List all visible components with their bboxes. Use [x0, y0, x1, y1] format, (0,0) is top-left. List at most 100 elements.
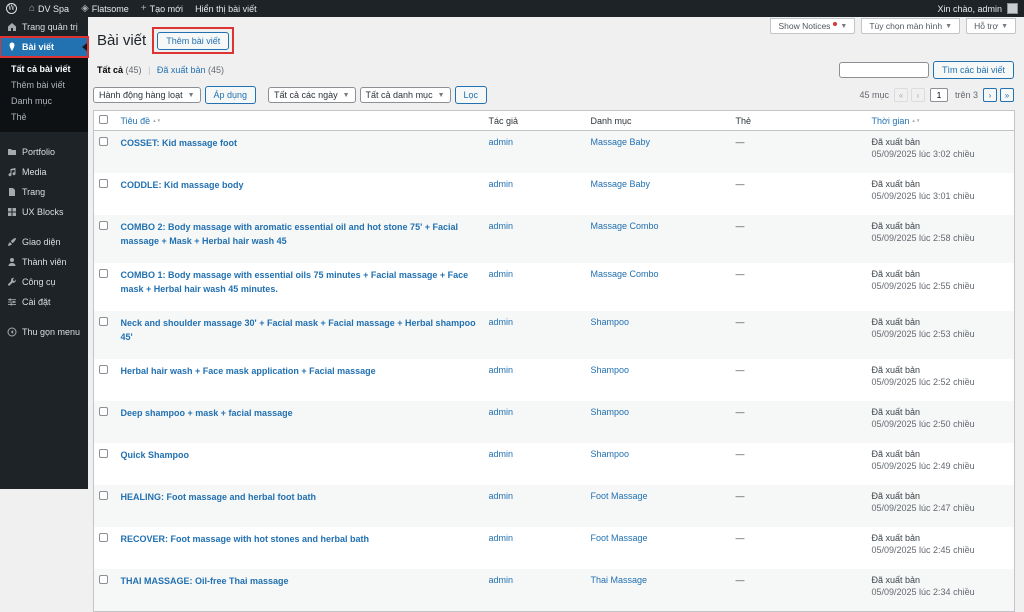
chevron-down-icon: ▼	[840, 22, 848, 30]
post-title-link[interactable]: RECOVER: Foot massage with hot stones an…	[120, 533, 370, 544]
sidebar-item-settings[interactable]: Cài đặt	[0, 292, 88, 312]
sidebar-item-pages[interactable]: Trang	[0, 182, 88, 202]
view-all-link[interactable]: Tất cả	[97, 65, 124, 75]
category-link[interactable]: Foot Massage	[590, 490, 648, 501]
sidebar-item-all-posts[interactable]: Tất cả bài viết	[11, 64, 71, 74]
row-checkbox[interactable]	[99, 406, 108, 416]
all-dates-select[interactable]: Tất cả các ngày ▼	[268, 87, 356, 103]
date-text: 05/09/2025 lúc 2:55 chiều	[871, 280, 975, 291]
column-header-title[interactable]: Tiêu đề ▲▼	[115, 110, 484, 131]
author-link[interactable]: admin	[488, 532, 514, 543]
author-link[interactable]: admin	[488, 490, 514, 501]
author-link[interactable]: admin	[488, 406, 514, 417]
sidebar-item-categories[interactable]: Danh mục	[11, 96, 53, 106]
status-text: Đã xuất bản	[871, 490, 921, 501]
sort-icon: ▲▼	[911, 118, 921, 124]
first-page-button[interactable]: «	[893, 88, 908, 102]
bulk-actions-select[interactable]: Hành động hàng loạt ▼	[93, 87, 201, 103]
site-name-link[interactable]: ⌂ DV Spa	[29, 2, 70, 14]
view-posts-link[interactable]: Hiển thị bài viết	[195, 3, 257, 14]
row-checkbox[interactable]	[99, 316, 108, 326]
category-link[interactable]: Shampoo	[590, 406, 630, 417]
row-checkbox[interactable]	[99, 268, 108, 278]
date-text: 05/09/2025 lúc 2:58 chiều	[871, 233, 975, 243]
sidebar-item-media[interactable]: Media	[0, 162, 88, 182]
prev-page-button[interactable]: ‹	[910, 88, 925, 102]
tags-value: —	[735, 364, 745, 375]
post-title-link[interactable]: COMBO 1: Body massage with essential oil…	[120, 269, 469, 294]
theme-link[interactable]: ◈ Flatsome	[81, 2, 129, 14]
last-page-button[interactable]: »	[1000, 88, 1014, 102]
post-title-link[interactable]: Neck and shoulder massage 30' + Facial m…	[120, 317, 476, 342]
author-link[interactable]: admin	[488, 268, 514, 279]
sidebar-item-dashboard[interactable]: Trang quản trị	[0, 17, 88, 37]
status-text: Đã xuất bản	[871, 574, 921, 585]
row-checkbox[interactable]	[99, 137, 108, 146]
author-link[interactable]: admin	[488, 179, 514, 189]
post-title-link[interactable]: HEALING: Foot massage and herbal foot ba…	[120, 491, 317, 502]
sidebar-item-ux-blocks[interactable]: UX Blocks	[0, 202, 88, 222]
sidebar-item-tags[interactable]: Thẻ	[11, 112, 27, 122]
category-link[interactable]: Massage Combo	[590, 221, 659, 231]
post-title-link[interactable]: Deep shampoo + mask + facial massage	[120, 407, 293, 418]
select-all-checkbox[interactable]	[99, 115, 108, 124]
category-link[interactable]: Massage Combo	[590, 268, 659, 279]
row-checkbox[interactable]	[99, 448, 108, 458]
post-title-link[interactable]: Herbal hair wash + Face mask application…	[120, 365, 376, 376]
row-checkbox[interactable]	[99, 179, 108, 188]
row-checkbox[interactable]	[99, 490, 108, 500]
sidebar-item-add-post[interactable]: Thêm bài viết	[11, 80, 66, 90]
sidebar-item-collapse-menu[interactable]: Thu gọn menu	[0, 322, 88, 342]
row-checkbox[interactable]	[99, 532, 108, 542]
search-input[interactable]	[838, 62, 929, 78]
column-header-date[interactable]: Thời gian ▲▼	[866, 110, 1015, 131]
sidebar-item-tools[interactable]: Công cụ	[0, 272, 88, 292]
table-row: HEALING: Foot massage and herbal foot ba…	[93, 484, 1015, 527]
post-title-link[interactable]: CODDLE: Kid massage body	[120, 180, 244, 190]
author-link[interactable]: admin	[488, 137, 514, 147]
category-link[interactable]: Massage Baby	[590, 137, 651, 147]
post-title-link[interactable]: Quick Shampoo	[120, 449, 190, 460]
sidebar-item-portfolio[interactable]: Portfolio	[0, 142, 88, 162]
post-title-link[interactable]: THAI MASSAGE: Oil-free Thai massage	[120, 575, 289, 586]
sidebar-item-appearance[interactable]: Giao diện	[0, 232, 88, 252]
apply-button[interactable]: Áp dụng	[204, 86, 257, 104]
author-link[interactable]: admin	[488, 448, 514, 459]
next-page-button[interactable]: ›	[983, 88, 997, 102]
author-link[interactable]: admin	[488, 316, 514, 327]
search-posts-button[interactable]: Tìm các bài viết	[932, 61, 1014, 79]
category-link[interactable]: Thai Massage	[590, 574, 648, 585]
author-link[interactable]: admin	[488, 574, 514, 585]
tags-value: —	[735, 532, 745, 543]
view-published-link[interactable]: Đã xuất bản	[156, 65, 206, 75]
dashboard-icon	[7, 22, 17, 32]
screen-meta: Show Notices ▼ Tùy chọn màn hình ▼ Hỗ tr…	[770, 18, 1016, 34]
help-button[interactable]: Hỗ trợ ▼	[966, 18, 1016, 34]
author-link[interactable]: admin	[488, 221, 514, 231]
category-link[interactable]: Shampoo	[590, 364, 630, 375]
table-row: Herbal hair wash + Face mask application…	[94, 359, 1015, 401]
category-link[interactable]: Massage Baby	[590, 179, 651, 189]
row-checkbox[interactable]	[99, 574, 108, 584]
post-title-link[interactable]: COSSET: Kid massage foot	[120, 138, 238, 148]
post-title-link[interactable]: COMBO 2: Body massage with aromatic esse…	[120, 222, 458, 246]
screen-options-button[interactable]: Tùy chọn màn hình ▼	[861, 18, 961, 34]
category-link[interactable]: Shampoo	[590, 316, 630, 327]
account-greeting[interactable]: Xin chào, admin	[937, 3, 1002, 14]
row-checkbox[interactable]	[99, 364, 108, 374]
author-link[interactable]: admin	[488, 364, 514, 375]
sidebar-item-posts[interactable]: Bài viết	[0, 36, 89, 58]
all-categories-select[interactable]: Tất cả danh mục ▼	[359, 87, 451, 103]
category-link[interactable]: Shampoo	[590, 448, 630, 459]
plus-icon: +	[140, 2, 147, 14]
current-page-input[interactable]	[929, 88, 948, 102]
sidebar-item-users[interactable]: Thành viên	[0, 252, 88, 272]
filter-button[interactable]: Lọc	[454, 86, 488, 104]
add-post-button[interactable]: Thêm bài viết	[157, 32, 230, 50]
status-text: Đã xuất bản	[871, 406, 921, 417]
row-checkbox[interactable]	[99, 221, 108, 230]
wordpress-logo-menu[interactable]: W	[0, 0, 23, 17]
category-link[interactable]: Foot Massage	[590, 532, 648, 543]
new-content-menu[interactable]: + Tạo mới	[140, 2, 184, 14]
show-notices-button[interactable]: Show Notices ▼	[770, 18, 856, 34]
